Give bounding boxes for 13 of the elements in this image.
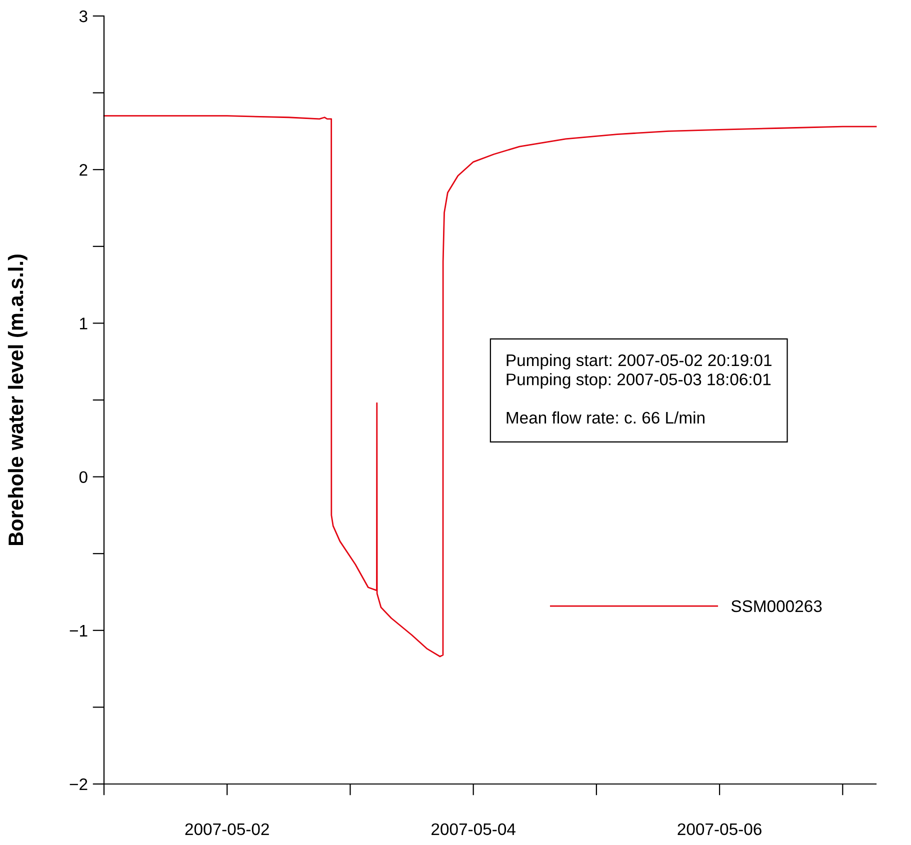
x-tick-label: 2007-05-02 [185, 823, 269, 836]
y-tick-label: −1 [70, 624, 88, 636]
y-tick-label: −2 [70, 778, 88, 790]
y-tick-label: 3 [79, 10, 88, 22]
y-tick-label: 0 [79, 471, 88, 484]
y-axis-title: Borehole water level (m.a.s.l.) [8, 254, 28, 546]
text: Pumping start: 2007-05-02 20:19:01 Pumping stop: 2007-05-03 18:06:01 Mean flow rate: c. 66 L/min [506, 354, 772, 424]
x-tick-label: 2007-05-04 [432, 823, 516, 836]
text: SSM000263 [731, 600, 822, 612]
y-tick-label: 1 [80, 318, 88, 330]
x-tick-label: 2007-05-06 [678, 823, 762, 836]
y-tick-label: 2 [80, 164, 88, 176]
line-series [103, 115, 877, 658]
